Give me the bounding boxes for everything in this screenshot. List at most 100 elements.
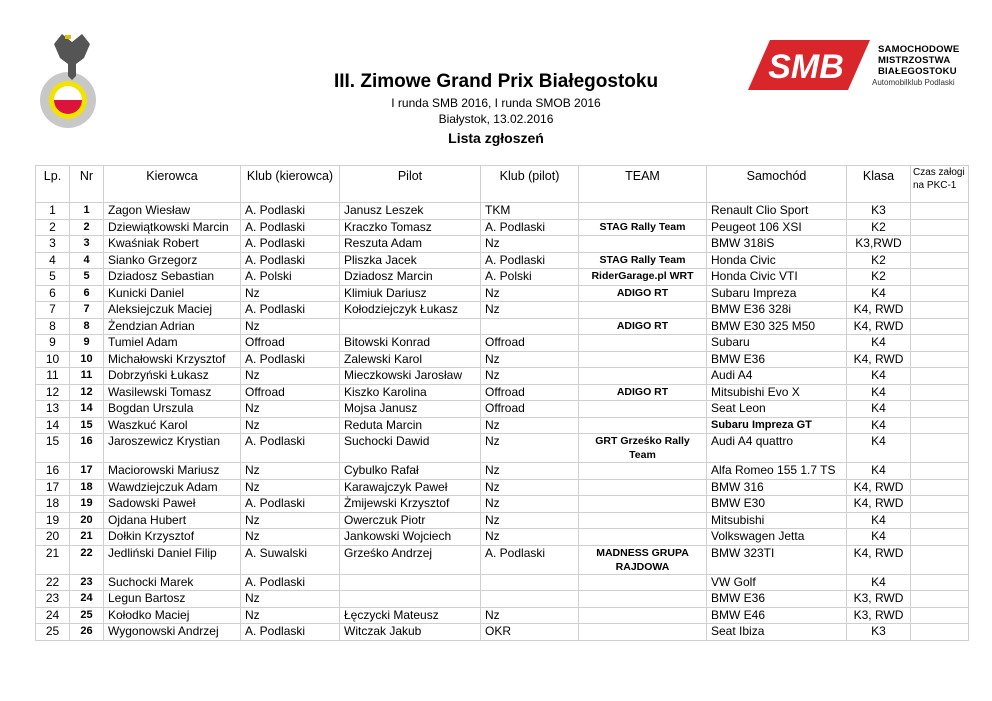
lp-cell: 7	[35, 301, 70, 319]
table-row: 6 6 Kunicki Daniel Nz Klimiuk Dariusz Nz ADIGO…	[35, 284, 969, 302]
time-cell	[910, 416, 969, 434]
driver-cell: Ojdana Hubert	[103, 511, 241, 529]
team-cell	[578, 202, 707, 220]
class-cell: K2	[846, 268, 911, 286]
pilot-cell: Mojsa Janusz	[339, 400, 481, 418]
car-cell: Subaru Impreza GT	[706, 416, 847, 434]
team-cell: ADIGO RT	[578, 317, 707, 335]
car-cell: Seat Ibiza	[706, 623, 847, 641]
column-header: Kierowca	[103, 165, 241, 203]
driver-cell: Suchocki Marek	[103, 573, 241, 591]
table-row: 13 14 Bogdan Urszula Nz Mojsa Janusz Offroad S…	[35, 400, 969, 418]
nr-cell: 15	[69, 416, 104, 434]
car-cell: BMW E30 325 M50	[706, 317, 847, 335]
pilot-club-cell: Nz	[480, 367, 579, 385]
car-cell: Renault Clio Sport	[706, 202, 847, 220]
driver-club-cell: Nz	[240, 511, 340, 529]
car-cell: BMW 318iS	[706, 235, 847, 253]
column-header: Pilot	[339, 165, 481, 203]
list-title: Lista zgłoszeń	[448, 130, 544, 146]
pilot-cell: Pliszka Jacek	[339, 251, 481, 269]
driver-club-cell: A. Podlaski	[240, 251, 340, 269]
lp-cell: 25	[35, 623, 70, 641]
team-cell	[578, 528, 707, 546]
team-cell	[578, 573, 707, 591]
table-row: 7 7 Aleksiejczuk Maciej A. Podlaski Kołodzie…	[35, 301, 969, 319]
pilot-cell: Zalewski Karol	[339, 350, 481, 368]
nr-cell: 18	[69, 478, 104, 496]
driver-cell: Waszkuć Karol	[103, 416, 241, 434]
class-cell: K3, RWD	[846, 606, 911, 624]
time-cell	[910, 218, 969, 236]
pilot-club-cell: A. Podlaski	[480, 251, 579, 269]
pilot-cell: Suchocki Dawid	[339, 433, 481, 463]
pilot-cell: Reduta Marcin	[339, 416, 481, 434]
class-cell: K4	[846, 416, 911, 434]
driver-cell: Aleksiejczuk Maciej	[103, 301, 241, 319]
car-cell: Mitsubishi	[706, 511, 847, 529]
pilot-cell: Cybulko Rafał	[339, 462, 481, 480]
class-cell: K4	[846, 433, 911, 463]
table-row: 12 12 Wasilewski Tomasz Offroad Kiszko Karol…	[35, 383, 969, 401]
driver-cell: Legun Bartosz	[103, 590, 241, 608]
team-cell: RiderGarage.pl WRT	[578, 268, 707, 286]
pilot-club-cell: Nz	[480, 284, 579, 302]
car-cell: BMW E36	[706, 590, 847, 608]
time-cell	[910, 235, 969, 253]
class-cell: K4	[846, 462, 911, 480]
driver-cell: Jedliński Daniel Filip	[103, 544, 241, 575]
driver-club-cell: Nz	[240, 317, 340, 335]
class-cell: K3,RWD	[846, 235, 911, 253]
class-cell: K4	[846, 400, 911, 418]
driver-club-cell: Nz	[240, 606, 340, 624]
entry-list-table: Lp. Nr Kierowca Klub (kierowca) Pilot Klub (p…	[35, 165, 969, 641]
nr-cell: 7	[69, 301, 104, 319]
nr-cell: 21	[69, 528, 104, 546]
class-cell: K4	[846, 511, 911, 529]
driver-cell: Michałowski Krzysztof	[103, 350, 241, 368]
class-cell: K4, RWD	[846, 317, 911, 335]
lp-cell: 4	[35, 251, 70, 269]
car-cell: Volkswagen Jetta	[706, 528, 847, 546]
time-cell	[910, 251, 969, 269]
lp-cell: 5	[35, 268, 70, 286]
pilot-club-cell	[480, 573, 579, 591]
nr-cell: 2	[69, 218, 104, 236]
column-header: TEAM	[578, 165, 707, 203]
class-cell: K2	[846, 251, 911, 269]
table-row: 9 9 Tumiel Adam Offroad Bitowski Konrad Offro…	[35, 334, 969, 352]
time-cell	[910, 623, 969, 641]
pilot-cell: Owerczuk Piotr	[339, 511, 481, 529]
team-cell	[578, 495, 707, 513]
nr-cell: 14	[69, 400, 104, 418]
lp-cell: 15	[35, 433, 70, 463]
class-cell: K4	[846, 383, 911, 401]
column-header: Klub (kierowca)	[240, 165, 340, 203]
table-row: 1 1 Zagon Wiesław A. Podlaski Janusz Leszek T…	[35, 202, 969, 220]
pilot-cell: Karawajczyk Paweł	[339, 478, 481, 496]
time-cell	[910, 400, 969, 418]
time-cell	[910, 462, 969, 480]
team-cell	[578, 606, 707, 624]
driver-club-cell: Nz	[240, 367, 340, 385]
class-cell: K2	[846, 218, 911, 236]
driver-club-cell: A. Podlaski	[240, 623, 340, 641]
pilot-club-cell: Nz	[480, 301, 579, 319]
driver-club-cell: Nz	[240, 400, 340, 418]
car-cell: BMW E30	[706, 495, 847, 513]
car-cell: Honda Civic VTI	[706, 268, 847, 286]
driver-club-cell: Nz	[240, 462, 340, 480]
class-cell: K4	[846, 334, 911, 352]
automobilklub-podlaski-logo	[36, 30, 100, 130]
pilot-cell: Łęczycki Mateusz	[339, 606, 481, 624]
driver-cell: Tumiel Adam	[103, 334, 241, 352]
pilot-club-cell: A. Podlaski	[480, 218, 579, 236]
nr-cell: 20	[69, 511, 104, 529]
smb-logo: SMB SAMOCHODOWE MISTRZOSTWA BIAŁEGOSTOKU A…	[748, 40, 970, 90]
table-row: 10 10 Michałowski Krzysztof A. Podlaski Zale…	[35, 350, 969, 368]
table-row: 16 17 Maciorowski Mariusz Nz Cybulko Rafał Nz…	[35, 462, 969, 480]
time-cell	[910, 573, 969, 591]
pilot-cell: Kiszko Karolina	[339, 383, 481, 401]
driver-cell: Sadowski Paweł	[103, 495, 241, 513]
team-cell	[578, 334, 707, 352]
